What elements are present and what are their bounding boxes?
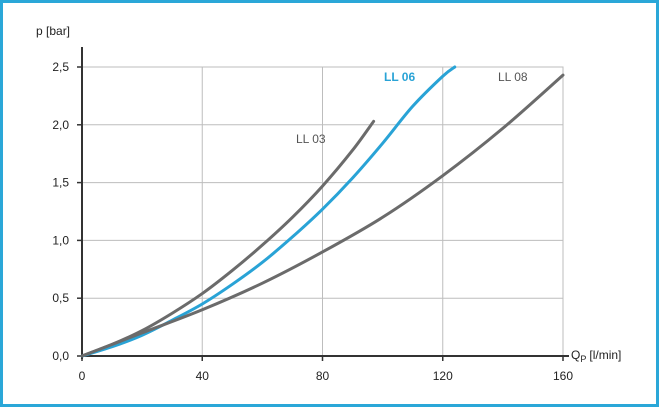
labels: LL 03 LL 06 LL 08: [296, 70, 528, 146]
series-line-ll-08: [80, 73, 565, 358]
y-axis-label: p [bar]: [36, 24, 70, 38]
y-tick-label: 2,0: [52, 118, 69, 132]
series-label-ll-03: LL 03: [296, 132, 326, 146]
x-axis-label-unit: [l/min]: [589, 348, 621, 362]
x-tick-label: 160: [553, 369, 573, 383]
x-tick-label: 40: [196, 369, 210, 383]
y-tick-label: 0,5: [52, 291, 69, 305]
series-line-ll-03: [80, 119, 376, 358]
x-tick-label: 0: [79, 369, 86, 383]
y-tick-label: 0,0: [52, 349, 69, 363]
axes: 0 40 80 120 160 0,0 0,5 1,0 1,5 2,0 2,5: [52, 47, 573, 383]
grid: [81, 66, 564, 357]
x-axis-label: QP [l/min]: [571, 348, 621, 364]
y-tick-label: 2,5: [52, 60, 69, 74]
series-label-ll-06: LL 06: [384, 70, 415, 84]
series-label-ll-08: LL 08: [498, 70, 528, 84]
series-lines: [80, 65, 565, 358]
x-axis-label-main: Q: [571, 348, 580, 362]
y-tick-label: 1,5: [52, 176, 69, 190]
x-tick-label: 80: [316, 369, 330, 383]
x-axis-label-sub: P: [580, 354, 586, 364]
y-tick-label: 1,0: [52, 233, 69, 247]
series-line-ll-06: [80, 65, 457, 358]
x-tick-label: 120: [433, 369, 453, 383]
